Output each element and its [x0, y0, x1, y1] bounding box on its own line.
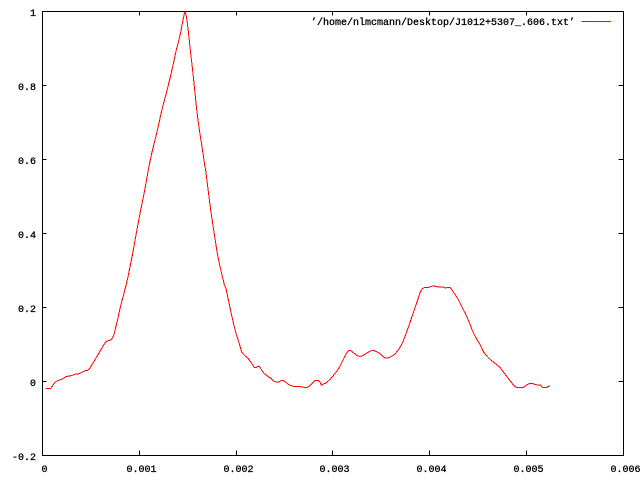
svg-text:0.6: 0.6	[18, 157, 36, 168]
svg-text:0: 0	[30, 379, 36, 390]
svg-text:0.001: 0.001	[126, 465, 156, 476]
svg-text:1: 1	[30, 9, 36, 20]
svg-text:0.003: 0.003	[319, 465, 349, 476]
svg-text:0.005: 0.005	[513, 465, 543, 476]
svg-text:0.4: 0.4	[18, 231, 36, 242]
svg-text:0.006: 0.006	[610, 465, 640, 476]
svg-text:0.2: 0.2	[18, 305, 36, 316]
svg-text:0.8: 0.8	[18, 83, 36, 94]
svg-text:-0.2: -0.2	[12, 453, 36, 464]
svg-text:0: 0	[41, 465, 47, 476]
svg-text:’/home/nlmcmann/Desktop/J1012+: ’/home/nlmcmann/Desktop/J1012+5307_.606.…	[311, 17, 575, 29]
svg-text:0.004: 0.004	[416, 465, 446, 476]
svg-text:0.002: 0.002	[223, 465, 253, 476]
